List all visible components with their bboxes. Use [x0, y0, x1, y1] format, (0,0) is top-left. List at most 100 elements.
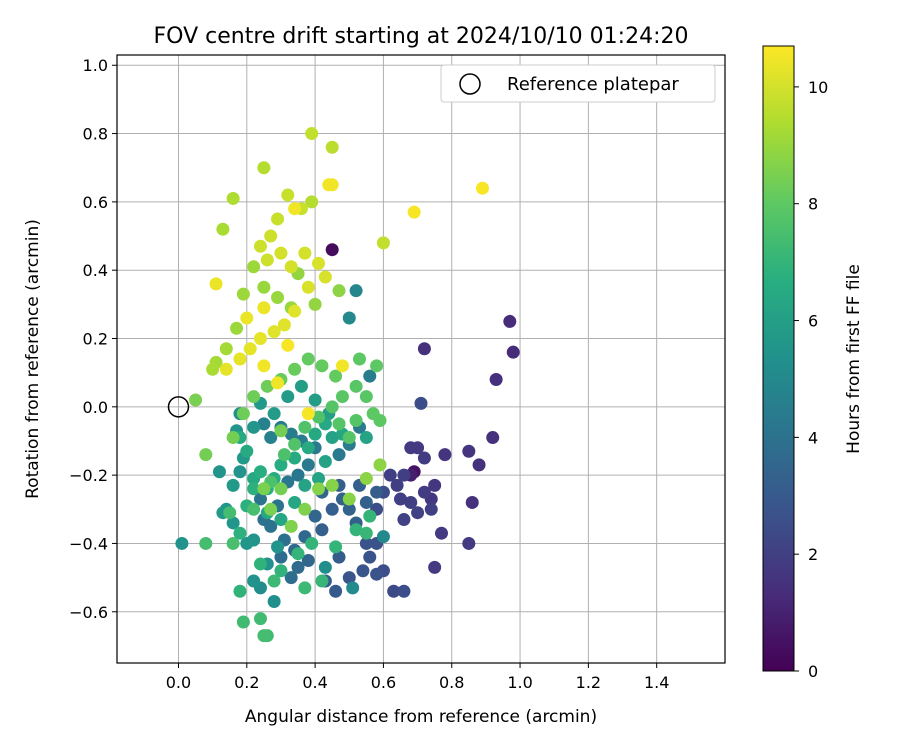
data-point	[318, 454, 332, 468]
data-point	[376, 236, 390, 250]
data-point	[247, 482, 261, 496]
data-point	[301, 280, 315, 294]
colorbar-label: Hours from first FF file	[844, 264, 864, 454]
data-point	[257, 280, 271, 294]
data-point	[475, 181, 489, 195]
data-point	[346, 581, 360, 595]
data-point	[291, 560, 305, 574]
data-point	[253, 465, 267, 479]
data-point	[264, 229, 278, 243]
data-point	[271, 291, 285, 305]
data-point	[226, 191, 240, 205]
data-point	[267, 595, 281, 609]
data-point	[363, 369, 377, 383]
data-point	[253, 612, 267, 626]
data-point	[277, 318, 291, 332]
data-point	[325, 502, 339, 516]
data-point	[325, 431, 339, 445]
data-point	[253, 492, 267, 506]
data-point	[332, 284, 346, 298]
data-point	[233, 352, 247, 366]
data-point	[305, 536, 319, 550]
data-point	[325, 178, 339, 192]
data-point	[219, 342, 233, 356]
data-point	[274, 458, 288, 472]
data-point	[325, 478, 339, 492]
colorbar: 0 2 4 6 8 10 Hours from first FF file	[762, 45, 864, 681]
data-point	[240, 444, 254, 458]
data-point	[411, 506, 425, 520]
data-point	[387, 584, 401, 598]
data-point	[373, 413, 387, 427]
data-point	[342, 571, 356, 585]
data-point	[503, 314, 517, 328]
data-point	[175, 536, 189, 550]
colorbar-gradient	[762, 45, 795, 672]
colorbar-tick-label: 0	[808, 662, 818, 681]
data-point	[288, 437, 302, 451]
y-tick-label: 0.0	[83, 398, 108, 417]
data-point	[236, 407, 250, 421]
x-tick-label: 0.0	[166, 673, 191, 692]
colorbar-tick-label: 4	[808, 428, 818, 447]
data-point	[434, 526, 448, 540]
x-tick-label: 0.2	[234, 673, 259, 692]
data-point	[489, 372, 503, 386]
data-point	[342, 492, 356, 506]
data-point	[407, 205, 421, 219]
data-point	[247, 420, 261, 434]
legend-reference-marker	[459, 73, 481, 95]
y-tick-label: −0.2	[69, 466, 108, 485]
data-point	[342, 502, 356, 516]
data-point	[267, 325, 281, 339]
data-point	[257, 482, 271, 496]
data-point	[274, 513, 288, 527]
legend-label-reference-platepar: Reference platepar	[507, 74, 679, 95]
data-point	[253, 239, 267, 253]
data-point	[397, 584, 411, 598]
data-point	[438, 448, 452, 462]
data-point	[284, 260, 298, 274]
data-point	[260, 379, 274, 393]
data-point	[298, 581, 312, 595]
data-point	[359, 495, 373, 509]
data-point	[216, 222, 230, 236]
data-point	[281, 390, 295, 404]
y-tick-label: 1.0	[83, 56, 108, 75]
legend-box	[440, 64, 716, 103]
data-point	[349, 379, 363, 393]
colorbar-tick-label: 10	[808, 78, 828, 97]
data-point	[462, 444, 476, 458]
data-point	[267, 574, 281, 588]
y-tick-label: −0.6	[69, 603, 108, 622]
data-point	[277, 448, 291, 462]
data-point	[312, 410, 326, 424]
data-point	[308, 393, 322, 407]
data-point	[274, 550, 288, 564]
data-point	[363, 550, 377, 564]
reference-platepar-marker	[167, 396, 190, 418]
data-point	[301, 458, 315, 472]
data-point	[257, 359, 271, 373]
data-point	[465, 495, 479, 509]
data-point	[397, 468, 411, 482]
data-point	[376, 530, 390, 544]
data-point	[411, 441, 425, 455]
data-point	[240, 311, 254, 325]
data-point	[267, 407, 281, 421]
data-point	[199, 536, 213, 550]
data-point	[329, 584, 343, 598]
y-tick-label: 0.4	[83, 261, 108, 280]
data-point	[397, 513, 411, 527]
data-point	[342, 311, 356, 325]
data-point	[315, 523, 329, 537]
plot-frame	[116, 54, 726, 664]
data-point	[359, 536, 373, 550]
x-tick-label: 0.8	[439, 673, 464, 692]
data-point	[394, 492, 408, 506]
x-axis: 0.0 0.2 0.4 0.6 0.8 1.0 1.2 1.4	[166, 663, 669, 692]
data-point	[342, 431, 356, 445]
data-point	[247, 260, 261, 274]
data-point	[486, 431, 500, 445]
data-point	[230, 321, 244, 335]
